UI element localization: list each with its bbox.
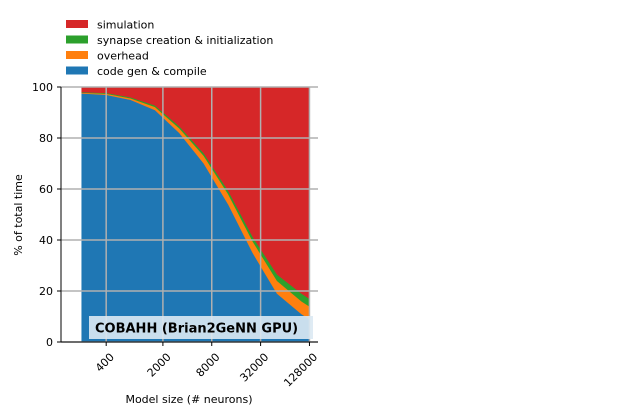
legend-swatch-1 [66, 35, 88, 44]
y-axis-label: % of total time [12, 174, 25, 256]
legend-label-0: simulation [97, 19, 154, 32]
y-tick-label-2: 40 [39, 234, 53, 247]
legend-swatch-2 [66, 51, 88, 59]
legend-label-2: overhead [97, 50, 149, 63]
x-tick-label-0: 400 [93, 351, 117, 375]
legend-label-1: synapse creation & initialization [97, 34, 273, 47]
legend-label-3: code gen & compile [97, 65, 207, 78]
x-tick-label-4: 128000 [281, 351, 320, 390]
y-ticks: 0 20 40 60 80 100 [32, 81, 61, 349]
x-tick-label-1: 2000 [145, 351, 174, 380]
legend: simulation synapse creation & initializat… [66, 19, 273, 78]
stacked-areas [81, 86, 310, 343]
chart-title: COBAHH (Brian2GeNN GPU) [95, 322, 298, 337]
y-tick-label-5: 100 [32, 81, 53, 94]
x-axis-label: Model size (# neurons) [125, 393, 252, 406]
y-tick-label-3: 60 [39, 183, 53, 196]
x-tick-label-3: 32000 [237, 351, 271, 385]
legend-swatch-3 [66, 66, 88, 75]
grid-lines [61, 86, 318, 343]
y-tick-label-0: 0 [46, 336, 53, 349]
title-box: COBAHH (Brian2GeNN GPU) [89, 316, 313, 339]
axes [60, 87, 318, 343]
x-tick-label-2: 8000 [194, 351, 223, 380]
y-tick-label-4: 80 [39, 132, 53, 145]
y-tick-label-1: 20 [39, 285, 53, 298]
legend-swatch-0 [66, 20, 88, 28]
x-ticks: 400 2000 8000 32000 128000 [93, 342, 320, 389]
